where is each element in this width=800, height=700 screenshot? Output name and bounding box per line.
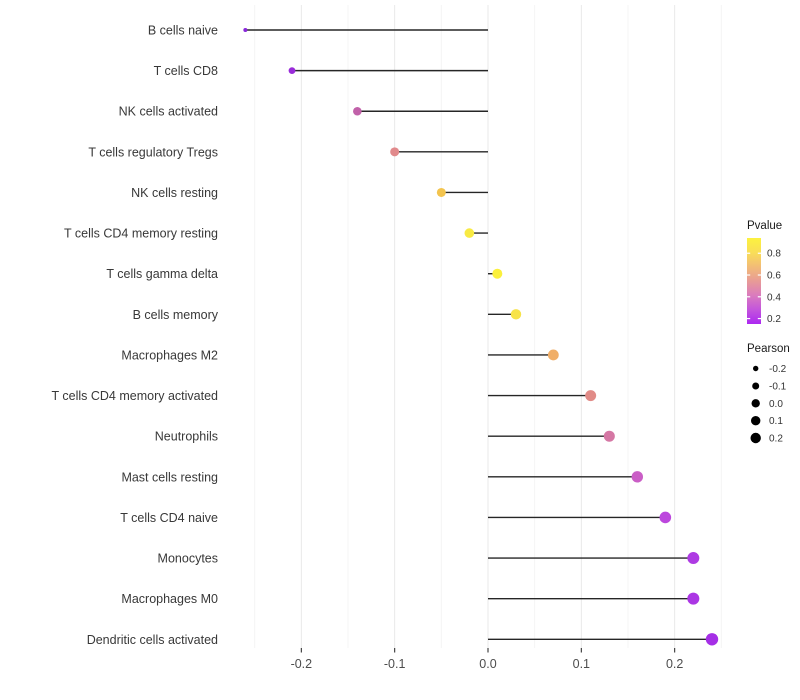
grid-group: [254, 5, 722, 648]
x-axis-group: [300, 648, 676, 653]
x-axis-tick-label: -0.2: [291, 657, 313, 671]
category-label: T cells gamma delta: [106, 267, 218, 281]
category-label: T cells CD4 memory activated: [52, 389, 219, 403]
category-label: B cells memory: [133, 308, 219, 322]
lollipop-dot: [603, 430, 615, 442]
lollipop-dot: [464, 228, 475, 238]
lollipop-dot: [687, 592, 700, 605]
pearson-legend-label: -0.1: [769, 382, 787, 393]
pvalue-legend-group: [747, 238, 761, 324]
category-label: Macrophages M0: [121, 592, 218, 606]
pvalue-legend-tick-label: 0.2: [767, 314, 781, 325]
category-label: NK cells resting: [131, 186, 218, 200]
pearson-legend-dot: [753, 365, 759, 372]
pearson-legend-dot: [752, 382, 760, 390]
lollipop-dot: [353, 106, 362, 116]
category-label: T cells CD4 naive: [120, 511, 218, 525]
category-label: NK cells activated: [119, 105, 218, 119]
lollipop-dot: [687, 552, 700, 565]
category-label: T cells CD8: [154, 64, 218, 78]
pvalue-legend-tick-label: 0.6: [767, 271, 781, 282]
pvalue-legend-title: Pvalue: [747, 220, 782, 232]
pvalue-legend-tick-label: 0.8: [767, 249, 781, 260]
lollipop-dot: [436, 187, 446, 197]
lollipop-dot: [585, 390, 597, 402]
category-label: T cells regulatory Tregs: [88, 145, 218, 159]
category-label: Dendritic cells activated: [87, 633, 218, 647]
lollipop-dot: [547, 349, 559, 361]
x-axis-tick-label: 0.2: [666, 657, 683, 671]
category-label: Macrophages M2: [121, 348, 218, 362]
x-axis-tick-label: -0.1: [384, 657, 406, 671]
category-label: B cells naive: [148, 24, 218, 38]
category-label: Neutrophils: [155, 430, 218, 444]
category-label: T cells CD4 memory resting: [64, 227, 218, 241]
lollipop-dot: [243, 28, 248, 32]
category-label: Mast cells resting: [121, 470, 218, 484]
category-label: Monocytes: [158, 552, 218, 566]
pearson-legend-label: 0.2: [769, 434, 783, 445]
pearson-legend-dot: [750, 432, 761, 444]
lollipop-dot: [659, 511, 672, 524]
lollipop-dot: [492, 268, 503, 279]
lollipop-dot: [705, 633, 719, 646]
pearson-legend-dot: [751, 416, 761, 426]
lollipop-rows-group: [243, 28, 719, 646]
x-axis-tick-label: 0.0: [479, 657, 496, 671]
pearson-legend-label: 0.1: [769, 416, 783, 427]
pearson-legend-label: 0.0: [769, 399, 783, 410]
lollipop-dot: [288, 67, 296, 75]
pvalue-legend-tick-label: 0.4: [767, 292, 781, 303]
pvalue-colorbar: [747, 238, 761, 324]
pearson-legend-dot: [751, 399, 760, 408]
lollipop-dot: [631, 471, 644, 483]
pearson-legend-label: -0.2: [769, 364, 787, 375]
x-axis-tick-label: 0.1: [573, 657, 590, 671]
lollipop-dot: [510, 309, 522, 320]
pearson-legend-title: Pearson: [747, 343, 790, 355]
pearson-legend-group: [750, 365, 761, 444]
lollipop-dot: [390, 147, 400, 157]
